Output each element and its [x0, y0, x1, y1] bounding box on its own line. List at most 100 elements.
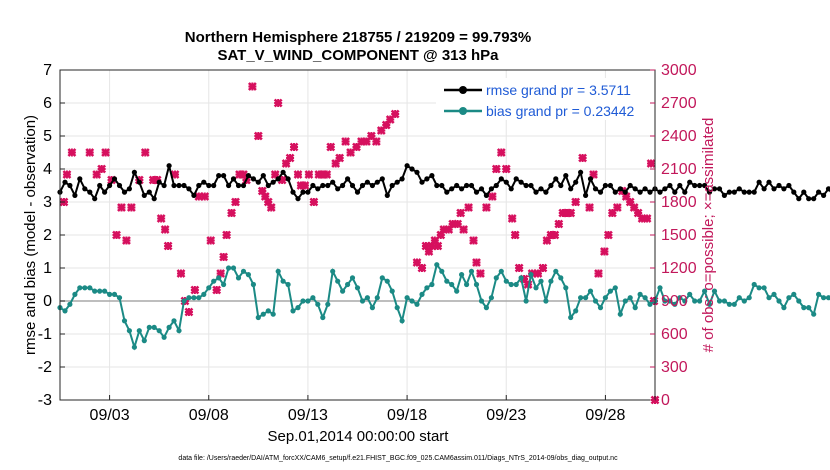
rmse-point [211, 182, 217, 189]
rmse-point [62, 179, 68, 185]
rmse-point [751, 189, 757, 195]
bias-point [250, 281, 256, 288]
bias-point [186, 295, 192, 301]
bias-point [364, 295, 370, 301]
bias-point [206, 285, 212, 291]
bias-point [726, 301, 733, 307]
legend-bias-marker [459, 107, 467, 115]
rmse-point [746, 189, 752, 195]
obs-assimilated-marker [554, 219, 564, 229]
bias-point [702, 288, 708, 294]
bias-point [444, 278, 450, 284]
rmse-point [181, 182, 187, 189]
bias-point [146, 324, 152, 330]
bias-point [821, 295, 827, 301]
obs-assimilated-marker [163, 241, 173, 251]
bias-point [280, 278, 286, 284]
obs-assimilated-marker [472, 258, 481, 267]
rmse-point [647, 189, 653, 195]
bias-point [473, 281, 480, 288]
rmse-point [771, 186, 777, 192]
rmse-point [107, 182, 113, 189]
rmse-point [587, 176, 594, 182]
bias-point [121, 318, 128, 324]
rmse-point [414, 169, 420, 175]
rmse-point [394, 179, 400, 185]
obs-assimilated-marker [335, 153, 345, 163]
rmse-point [478, 186, 485, 192]
bias-point [141, 338, 147, 344]
rmse-point [424, 176, 430, 182]
bias-point [265, 308, 271, 314]
rmse-point [374, 179, 380, 185]
rmse-point [816, 189, 822, 195]
bias-point [612, 285, 618, 291]
bias-point [414, 301, 420, 307]
bias-point [597, 305, 604, 311]
bias-point [697, 298, 703, 304]
tick-label-right: 0 [661, 392, 670, 409]
bias-point [374, 295, 380, 301]
bias-point [221, 281, 227, 288]
bias-point [816, 291, 822, 297]
bias-point [672, 301, 678, 307]
x-axis-label: Sep.01,2014 00:00:00 start [268, 428, 450, 445]
bias-point [260, 311, 266, 317]
bias-point [627, 295, 633, 301]
bias-point [196, 295, 202, 301]
rmse-point [761, 186, 767, 192]
rmse-point [702, 182, 708, 189]
tick-label-right: 2400 [661, 128, 697, 145]
rmse-point [186, 186, 192, 192]
bias-point [721, 298, 728, 304]
obs-assimilated-marker [289, 142, 299, 152]
tick-label-right: 1800 [661, 194, 697, 211]
rmse-point [275, 176, 281, 182]
rmse-point [508, 186, 514, 192]
bias-point [776, 298, 782, 304]
obs-assimilated-marker [200, 192, 210, 201]
obs-assimilated-marker [212, 285, 222, 295]
rmse-point [265, 182, 271, 189]
tick-label-left: 0 [43, 293, 52, 310]
obs-assimilated-marker [156, 214, 166, 223]
tick-label-left: 4 [43, 161, 52, 178]
y-axis-left-label: rmse and bias (model - observation) [22, 115, 39, 355]
bias-point [647, 301, 653, 307]
legend-box [436, 78, 650, 120]
rmse-point [801, 189, 807, 195]
obs-assimilated-marker [390, 109, 400, 119]
tick-label-left: 2 [43, 227, 52, 244]
rmse-point [389, 182, 395, 189]
rmse-point [468, 182, 475, 189]
bias-point [389, 288, 395, 294]
obs-assimilated-marker [176, 269, 186, 278]
bias-point [687, 291, 693, 297]
rmse-point [464, 182, 470, 189]
bias-point [424, 285, 430, 291]
rmse-point [349, 182, 356, 189]
tick-label-right: 900 [661, 293, 688, 310]
tick-label-right: 3000 [661, 62, 697, 79]
bias-point [498, 268, 504, 274]
obs-assimilated-marker [266, 203, 276, 212]
bias-point [340, 288, 346, 294]
rmse-point [419, 179, 425, 185]
obs-assimilated-marker [469, 236, 478, 245]
legend-rmse-marker [459, 86, 467, 94]
rmse-point [523, 182, 529, 189]
rmse-point [642, 186, 648, 192]
obs-assimilated-marker [140, 148, 150, 157]
tick-label-right: 2100 [661, 161, 697, 178]
obs-assimilated-marker [160, 225, 170, 234]
bias-point [151, 324, 157, 330]
rmse-point [498, 176, 504, 182]
rmse-point [493, 182, 499, 189]
bias-point [240, 268, 247, 274]
obs-assimilated-marker [612, 203, 622, 212]
bias-point [766, 295, 772, 301]
bias-point [731, 301, 737, 307]
rmse-point [216, 173, 222, 179]
tick-label-x: 09/23 [486, 407, 526, 424]
bias-point [439, 268, 445, 274]
